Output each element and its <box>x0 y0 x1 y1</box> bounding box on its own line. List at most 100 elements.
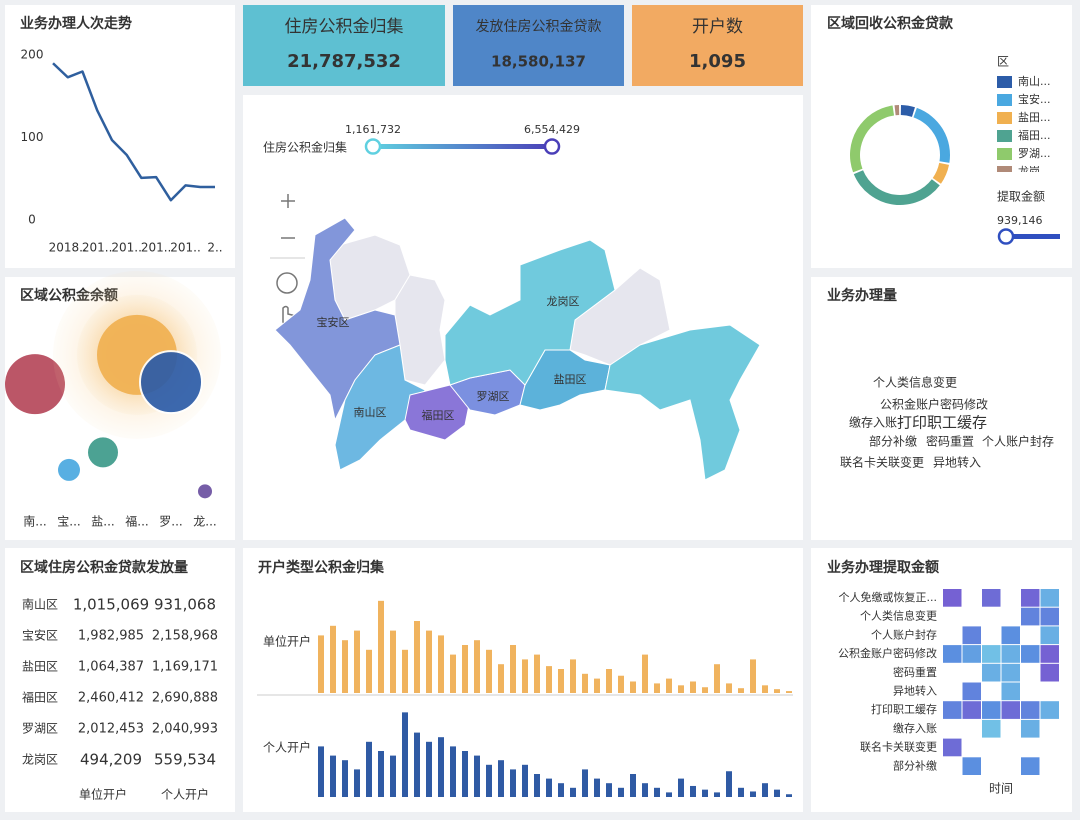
legend-label: 宝安... <box>1018 92 1051 106</box>
region-label: 龙岗区 <box>547 295 580 308</box>
x-tick-label: 罗... <box>159 515 182 529</box>
bar <box>378 600 384 693</box>
cell: 2,158,968 <box>152 629 218 644</box>
cell: 2,012,453 <box>78 722 144 737</box>
legend-label: 盐田... <box>1018 111 1051 124</box>
bubble <box>139 350 203 415</box>
bar <box>558 669 564 693</box>
x-tick-label: 201.. <box>141 241 172 255</box>
legend-swatch <box>997 94 1012 106</box>
x-tick-label: 龙... <box>193 515 216 529</box>
slider-max: 6,554,429 <box>524 123 580 136</box>
heat-cell <box>962 757 981 775</box>
heat-cell <box>943 701 962 719</box>
region-label: 罗湖区 <box>477 390 510 403</box>
heat-cell <box>1040 663 1059 682</box>
heat-cell <box>982 663 1001 682</box>
panel-title: 区域住房公积金贷款发放量 <box>20 559 188 576</box>
legend-label: 福田... <box>1018 128 1051 142</box>
bar <box>702 789 708 797</box>
legend-label: 龙岗 <box>1018 165 1040 178</box>
x-tick-label: 201.. <box>82 241 113 255</box>
x-tick-label: 盐... <box>91 515 114 529</box>
donut-segment <box>932 162 950 184</box>
map-region <box>604 324 761 481</box>
bar <box>702 687 708 693</box>
region-label: 福田区 <box>422 408 455 422</box>
row-label: 龙岗区 <box>22 753 58 767</box>
word: 密码重置 <box>926 434 974 449</box>
legend-swatch <box>997 130 1012 142</box>
bar <box>402 649 408 693</box>
bar <box>438 737 444 797</box>
column-label: 个人开户 <box>161 787 209 802</box>
kpi-label: 发放住房公积金贷款 <box>476 19 602 35</box>
bar <box>318 635 324 693</box>
word: 打印职工缓存 <box>897 414 987 432</box>
word: 异地转入 <box>933 455 981 470</box>
bar <box>366 741 372 797</box>
legend-swatch <box>997 76 1012 88</box>
bar <box>534 774 540 797</box>
heat-cell <box>1040 701 1059 719</box>
bar <box>582 673 588 693</box>
bar <box>390 755 396 797</box>
x-tick-label: 福... <box>125 514 148 529</box>
cell: 1,169,171 <box>152 660 218 675</box>
heat-cell <box>1021 589 1040 607</box>
heat-cell <box>1021 701 1040 719</box>
region-label: 盐田区 <box>554 373 587 386</box>
bar <box>786 691 792 693</box>
bar <box>450 654 456 693</box>
bar <box>618 675 624 693</box>
bar <box>630 774 636 797</box>
legend-label: 南山... <box>1018 75 1051 88</box>
bar <box>642 783 648 797</box>
bar <box>462 751 468 797</box>
x-tick-label: 宝... <box>57 515 80 529</box>
map-region-unlabeled <box>394 274 446 386</box>
legend-title: 区 <box>997 55 1009 69</box>
donut-segment <box>850 105 895 173</box>
y-tick-label: 100 <box>21 130 44 144</box>
bar <box>582 769 588 797</box>
bar <box>606 783 612 797</box>
bar <box>666 678 672 693</box>
donut-segment <box>853 170 940 205</box>
bar <box>606 669 612 693</box>
bar <box>498 760 504 797</box>
bar <box>426 741 432 797</box>
bar <box>522 659 528 693</box>
bar <box>474 755 480 797</box>
bar <box>570 659 576 693</box>
slider-label: 提取金额 <box>997 189 1045 204</box>
x-tick-label: 2.. <box>207 241 222 255</box>
bar <box>354 769 360 797</box>
bar <box>342 760 348 797</box>
y-tick-label: 0 <box>28 213 36 227</box>
bar <box>762 685 768 693</box>
heat-cell <box>982 719 1001 738</box>
bar <box>774 789 780 797</box>
cell: 931,068 <box>154 596 216 614</box>
heat-cell <box>1040 607 1059 626</box>
bar <box>330 755 336 797</box>
kpi-value: 1,095 <box>689 51 746 72</box>
bar <box>414 732 420 797</box>
legend-label: 罗湖... <box>1018 147 1051 160</box>
bar <box>666 792 672 797</box>
panel-title: 开户类型公积金归集 <box>258 559 385 576</box>
bar <box>342 640 348 693</box>
donut-segment <box>913 107 950 163</box>
row-label: 个人类信息变更 <box>860 609 937 623</box>
kpi-label: 开户数 <box>692 17 743 37</box>
kpi-value: 21,787,532 <box>287 51 401 72</box>
heat-cell <box>1021 719 1040 738</box>
heat-cell <box>962 626 981 645</box>
bar <box>618 787 624 797</box>
bar <box>654 787 660 797</box>
row-label: 南山区 <box>22 597 58 612</box>
panel-title: 业务办理提取金额 <box>827 559 939 576</box>
panel-title: 业务办理人次走势 <box>20 15 132 32</box>
